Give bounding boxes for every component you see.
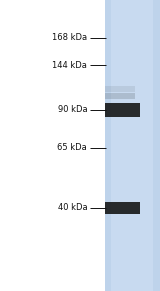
Text: 168 kDa: 168 kDa [52,33,87,42]
Bar [105,93,135,99]
Text: 65 kDa: 65 kDa [57,143,87,152]
Text: 90 kDa: 90 kDa [58,106,87,114]
Bar [105,86,135,92]
Bar [105,103,140,117]
Text: 40 kDa: 40 kDa [58,203,87,212]
Bar [105,0,111,291]
Bar [153,0,160,291]
Text: 144 kDa: 144 kDa [52,61,87,70]
Bar [105,0,160,291]
Bar [105,202,140,214]
